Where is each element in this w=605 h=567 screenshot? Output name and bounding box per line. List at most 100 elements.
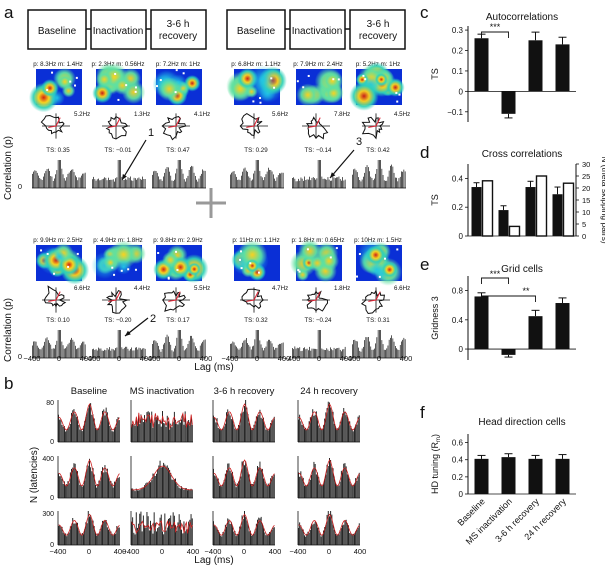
a-right-bottom-2-xcorr-hist-bar (358, 347, 359, 358)
a-left-top-2-xcorr-hist-bar (198, 178, 200, 188)
a-left-bottom-0-xcorr-hist-bar (56, 340, 58, 358)
a-right-top-1-xcorr-hist-bar (339, 179, 341, 188)
chart-d-ylabel-right: N (theta skipping pairs) (600, 156, 605, 244)
a-right-bottom-2-xcorr-hist-bar (395, 346, 396, 358)
b-hist-r2-c3-bar (304, 535, 305, 545)
b-hist-r1-c0-bar (58, 473, 59, 498)
a-left-top-0-ts-label: TS: 0.35 (46, 147, 70, 154)
b-hist-r2-c2-bar (265, 535, 267, 545)
b-hist-r2-c0-bar (95, 532, 96, 545)
b-hist-r0-c3-bar (299, 414, 301, 442)
b-hist-r0-c1-bar (188, 420, 190, 442)
a-left-top-0-xcorr-hist-bar (51, 176, 53, 188)
b-hist-r0-c2-bar (220, 428, 222, 442)
b-hist-r1-c0-bar (104, 465, 106, 498)
chart-d-bar-ts-2 (525, 187, 536, 236)
b-hist-r1-c0-bar (80, 485, 82, 498)
b-hist-r0-c1-bar (157, 415, 159, 442)
b-hist-r2-c0 (57, 511, 120, 546)
a-left-top-1-xcorr-hist-bar (120, 160, 121, 188)
a-right-bottom-2-xcorr-hist-bar (363, 346, 364, 358)
b-hist-r0-c0-bar (59, 419, 61, 442)
chart-c-bar-1 (501, 91, 516, 114)
b-hist-r2-c2-bar (226, 526, 227, 545)
a-right-bottom-0-rate-map-pixel (249, 262, 252, 265)
a-left-top-0-xcorr-hist-bar (56, 170, 58, 188)
b-hist-r2-c1-bar (172, 512, 174, 545)
a-right-bottom-0-xcorr-hist-bar (277, 344, 279, 358)
header-left-recovery-text-2: recovery (159, 31, 197, 42)
b-hist-r2-c3-bar (326, 514, 328, 545)
b-ytick-min-1: 0 (50, 495, 54, 502)
a-right-top-1-xcorr-hist-bar (332, 176, 334, 188)
b-hist-r2-c1-bar (188, 521, 190, 545)
a-right-top-2-xcorr-hist-bar (380, 160, 381, 188)
b-hist-r1-c2-bar (221, 486, 223, 498)
a-arrow-3 (329, 149, 355, 179)
header-right-baseline: Baseline (237, 26, 276, 37)
b-hist-r0-c2-bar (223, 426, 225, 442)
a-right-top-0-xcorr-hist-bar (250, 180, 252, 188)
b-hist-r0-c3-bar (336, 429, 338, 442)
b-hist-r0-c3-bar (339, 421, 341, 442)
a-right-bottom-2-hd-polar-mean (368, 291, 381, 302)
b-hist-r2-c0-bar (98, 533, 100, 545)
chart-e-bar-2 (528, 316, 543, 350)
a-right-top-2-xcorr-hist-bar (393, 172, 395, 188)
a-left-top-0-xcorr-hist-bar (50, 176, 52, 188)
a-left-top-2-hd-polar-mean (168, 117, 181, 128)
a-xtick-left-2-2: 400 (200, 354, 213, 363)
b-hist-r0-c0-bar (109, 426, 111, 442)
b-hist-r1-c0-bar (73, 463, 75, 498)
a-right-top-2-xcorr-hist (352, 160, 406, 189)
a-left-bottom-1-xcorr-hist-bar (122, 349, 124, 358)
a-right-top-2-rate-map-pixel (396, 100, 399, 103)
a-right-top-2-xcorr-hist-bar (358, 177, 359, 188)
a-left-top-0-xcorr-hist-bar (54, 178, 55, 188)
a-left-bottom-1-hd-polar-mean (108, 291, 121, 302)
b-hist-r0-c2-bar (228, 413, 230, 442)
b-hist-r0-c1-bar (159, 421, 161, 442)
b-hist-r2-c1-bar (182, 533, 184, 545)
a-right-bottom-2-rate-map-pixel (384, 257, 387, 260)
a-right-top-0-xcorr-hist-bar (254, 170, 256, 188)
b-hist-r2-c0-bar (59, 525, 61, 545)
b-hist-r0-c2-bar (266, 428, 268, 442)
b-hist-r2-c1-bar (178, 514, 180, 545)
b-xtick-2-0: −400 (205, 547, 222, 556)
a-left-bottom-1-xcorr-hist (92, 330, 146, 359)
b-hist-r2-c3 (297, 511, 360, 546)
a-right-top-2-hd-polar-mean (368, 117, 381, 128)
b-hist-r1-c2-bar (240, 476, 242, 498)
a-left-top-1-xcorr-hist-bar (109, 180, 110, 188)
b-hist-r2-c0-bar (73, 523, 75, 545)
b-hist-r0-c3-bar (321, 429, 323, 442)
a-left-bottom-2-xcorr-hist-bar (193, 342, 195, 358)
a-xtick-right-1-1: 0 (317, 354, 321, 363)
b-hist-r0-c1-bar (176, 424, 178, 442)
b-hist-r0-c1-bar (189, 422, 191, 442)
b-hist-r2-c3-bar (318, 527, 320, 545)
b-hist-r1-c0-bar (72, 467, 74, 498)
b-hist-r2-c0-bar (85, 522, 87, 545)
b-hist-r0-c0-bar (114, 428, 115, 442)
b-hist-r2-c1-bar (134, 534, 136, 545)
a-right-bottom-2-xcorr-hist-bar (383, 349, 385, 358)
panel-b-ylabel: N (latencies) (29, 447, 40, 503)
a-left-bottom-2-hd-polar-trace (162, 290, 186, 312)
b-hist-r0-c0-bar (78, 424, 80, 442)
a-right-bottom-2-rate-map-pixel (396, 248, 399, 251)
b-hist-r1-c3-bar (352, 484, 354, 498)
a-left-bottom-1-xcorr-hist-bar (95, 349, 97, 358)
b-hist-r1-c1-bar (160, 467, 162, 498)
b-hist-r0-c1-bar (137, 425, 138, 442)
b-hist-r0-c1-bar (141, 418, 143, 442)
b-hist-r1-c3-bar (325, 474, 327, 498)
a-left-bottom-2-xcorr-hist-bar (169, 342, 170, 358)
a-left-bottom-2-hd-rate: 5.5Hz (194, 285, 210, 292)
chart-f-bar-2 (528, 458, 543, 494)
b-hist-r1-c3-bar (309, 479, 311, 498)
b-hist-r2-c3-bar (330, 511, 332, 545)
b-hist-r0-c2-bar (226, 412, 227, 442)
b-header-3: 24 h recovery (300, 386, 358, 397)
